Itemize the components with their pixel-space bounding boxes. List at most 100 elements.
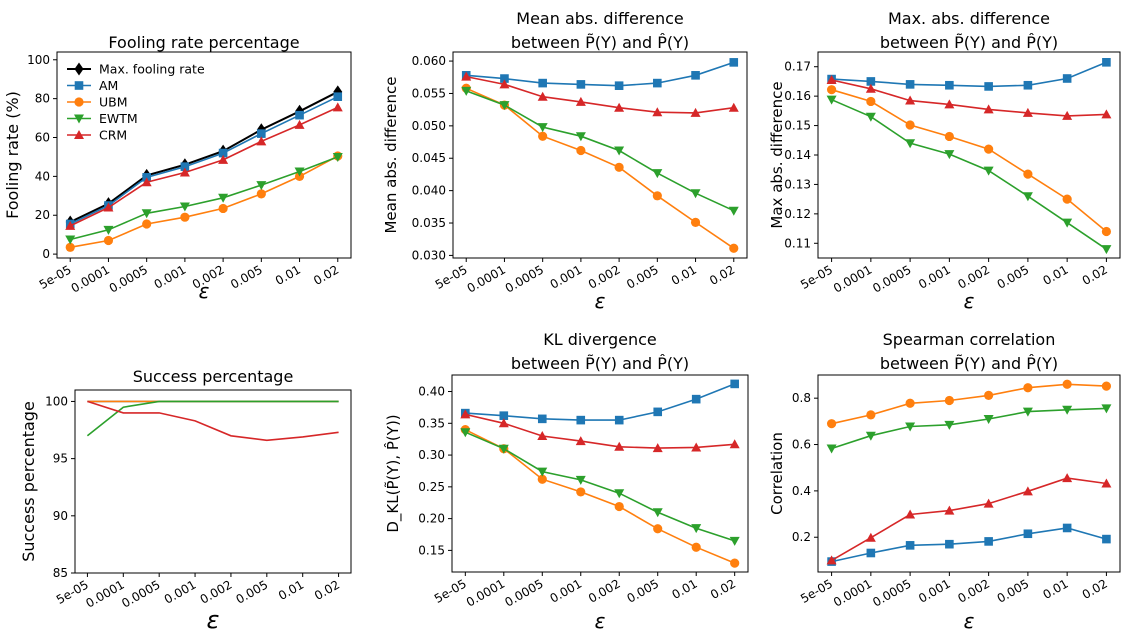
data-point bbox=[103, 235, 114, 246]
data-point bbox=[575, 96, 586, 106]
subplot-3: Max. abs. difference between P̃(Y) and P̂… bbox=[768, 9, 1121, 313]
y-tick-label: 0.16 bbox=[784, 89, 811, 103]
data-point bbox=[984, 390, 994, 400]
data-point bbox=[1101, 109, 1112, 119]
data-point bbox=[905, 422, 916, 432]
data-point bbox=[576, 487, 586, 497]
data-point bbox=[179, 167, 190, 177]
data-point bbox=[865, 112, 876, 122]
data-point bbox=[984, 537, 993, 546]
data-point bbox=[905, 139, 916, 149]
x-tick-label: 0.0001 bbox=[831, 262, 874, 295]
x-tick-label: 0.0001 bbox=[69, 262, 112, 295]
y-tick-label: 0.14 bbox=[784, 148, 811, 162]
y-tick-label: 0.35 bbox=[418, 416, 445, 430]
y-tick-label: 0.11 bbox=[784, 236, 811, 250]
data-point bbox=[944, 395, 954, 406]
data-point bbox=[691, 394, 701, 404]
data-point bbox=[690, 189, 701, 199]
data-point bbox=[1062, 218, 1073, 228]
data-point bbox=[866, 548, 876, 558]
data-point bbox=[537, 467, 548, 477]
data-point bbox=[983, 104, 994, 114]
data-point bbox=[1062, 74, 1072, 83]
data-point bbox=[905, 95, 916, 105]
data-point bbox=[332, 152, 343, 162]
x-tick-label: 0.001 bbox=[548, 576, 585, 605]
subplot-6: Spearman correlation between P̃(Y) and P̂… bbox=[768, 330, 1121, 630]
data-point bbox=[295, 110, 304, 120]
x-tick-label: 0.0005 bbox=[870, 576, 913, 609]
x-tick-label: 0.0001 bbox=[831, 576, 874, 609]
data-point bbox=[614, 501, 624, 512]
data-point bbox=[944, 150, 955, 160]
data-point bbox=[826, 444, 837, 454]
y-tick-label: 0.4 bbox=[792, 484, 811, 498]
x-axis-label: ε bbox=[207, 606, 220, 630]
data-point bbox=[65, 242, 75, 252]
data-point bbox=[1101, 226, 1112, 237]
data-point bbox=[729, 243, 739, 253]
subplot-title: Fooling rate percentage bbox=[108, 33, 299, 52]
y-tick-label: 0.25 bbox=[418, 480, 445, 494]
data-point bbox=[614, 441, 625, 451]
data-point bbox=[218, 193, 229, 203]
series-am bbox=[461, 379, 739, 425]
data-point bbox=[944, 99, 955, 109]
x-tick-label: 0.002 bbox=[586, 576, 623, 605]
x-tick-label: 0.002 bbox=[955, 262, 992, 291]
data-point bbox=[614, 415, 624, 425]
data-point bbox=[905, 120, 915, 130]
series-crm bbox=[826, 473, 1112, 565]
series-crm bbox=[460, 409, 740, 453]
series-line bbox=[831, 98, 1107, 250]
data-point bbox=[218, 154, 229, 164]
x-tick-label: 0.001 bbox=[548, 262, 585, 291]
y-axis-label: Max abs. difference bbox=[768, 81, 786, 228]
subplot-title: Spearman correlation bbox=[883, 330, 1056, 349]
data-point bbox=[866, 77, 876, 86]
y-tick-label: 0.040 bbox=[412, 184, 446, 198]
subplot-2: Mean abs. difference between P̃(Y) and P̂… bbox=[382, 9, 748, 313]
data-point bbox=[729, 536, 740, 546]
data-point bbox=[614, 162, 624, 172]
data-point bbox=[614, 102, 625, 112]
series-line bbox=[69, 90, 339, 223]
data-point bbox=[691, 542, 701, 552]
x-tick-label: 0.005 bbox=[624, 576, 661, 605]
data-point bbox=[1022, 192, 1033, 202]
series-crm bbox=[87, 400, 339, 442]
data-point bbox=[944, 131, 954, 142]
legend-marker bbox=[74, 81, 84, 90]
x-tick-label: 0.02 bbox=[708, 576, 738, 601]
data-point bbox=[498, 418, 509, 428]
y-tick-label: 0.12 bbox=[784, 207, 811, 221]
data-point bbox=[905, 80, 915, 89]
data-point bbox=[826, 419, 837, 429]
y-tick-label: 0.6 bbox=[792, 438, 811, 452]
y-tick-label: 0.050 bbox=[412, 119, 446, 133]
y-axis-label: D_KL(P̃(Y), P̂(Y)) bbox=[383, 414, 403, 532]
axes-frame bbox=[452, 51, 748, 259]
data-point bbox=[945, 539, 954, 549]
data-point bbox=[575, 132, 586, 142]
axes-frame bbox=[817, 374, 1121, 573]
data-point bbox=[460, 409, 471, 419]
series-line bbox=[465, 413, 735, 449]
data-point bbox=[180, 212, 190, 222]
data-point bbox=[690, 217, 701, 227]
data-point bbox=[983, 166, 994, 176]
data-point bbox=[500, 74, 509, 83]
y-tick-label: 95 bbox=[53, 452, 68, 466]
data-point bbox=[944, 505, 955, 515]
subplot-4: Success percentage8590951005e-050.00010.… bbox=[19, 367, 352, 630]
data-point bbox=[1102, 534, 1111, 544]
x-tick-label: 0.001 bbox=[916, 262, 953, 291]
series-line bbox=[465, 87, 735, 249]
data-point bbox=[614, 489, 625, 499]
subplot-title: KL divergence bbox=[543, 330, 656, 349]
data-point bbox=[499, 79, 510, 89]
data-point bbox=[257, 129, 266, 138]
y-axis-label: Mean abs. difference bbox=[382, 76, 400, 233]
